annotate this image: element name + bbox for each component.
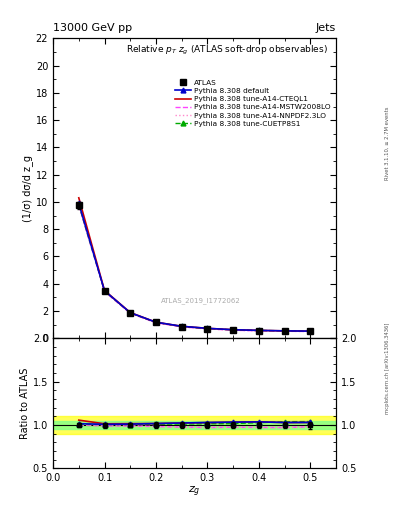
X-axis label: $z_g$: $z_g$ — [188, 485, 201, 499]
Text: Relative $p_T$ $z_g$ (ATLAS soft-drop observables): Relative $p_T$ $z_g$ (ATLAS soft-drop ob… — [126, 45, 327, 57]
Text: Jets: Jets — [316, 23, 336, 33]
Y-axis label: (1/σ) dσ/d z_g: (1/σ) dσ/d z_g — [22, 155, 33, 222]
Text: Rivet 3.1.10, ≥ 2.7M events: Rivet 3.1.10, ≥ 2.7M events — [385, 106, 390, 180]
Text: ATLAS_2019_I1772062: ATLAS_2019_I1772062 — [161, 297, 241, 304]
Text: mcplots.cern.ch [arXiv:1306.3436]: mcplots.cern.ch [arXiv:1306.3436] — [385, 323, 390, 414]
Text: 13000 GeV pp: 13000 GeV pp — [53, 23, 132, 33]
Legend: ATLAS, Pythia 8.308 default, Pythia 8.308 tune-A14-CTEQL1, Pythia 8.308 tune-A14: ATLAS, Pythia 8.308 default, Pythia 8.30… — [174, 78, 332, 128]
Y-axis label: Ratio to ATLAS: Ratio to ATLAS — [20, 368, 30, 439]
